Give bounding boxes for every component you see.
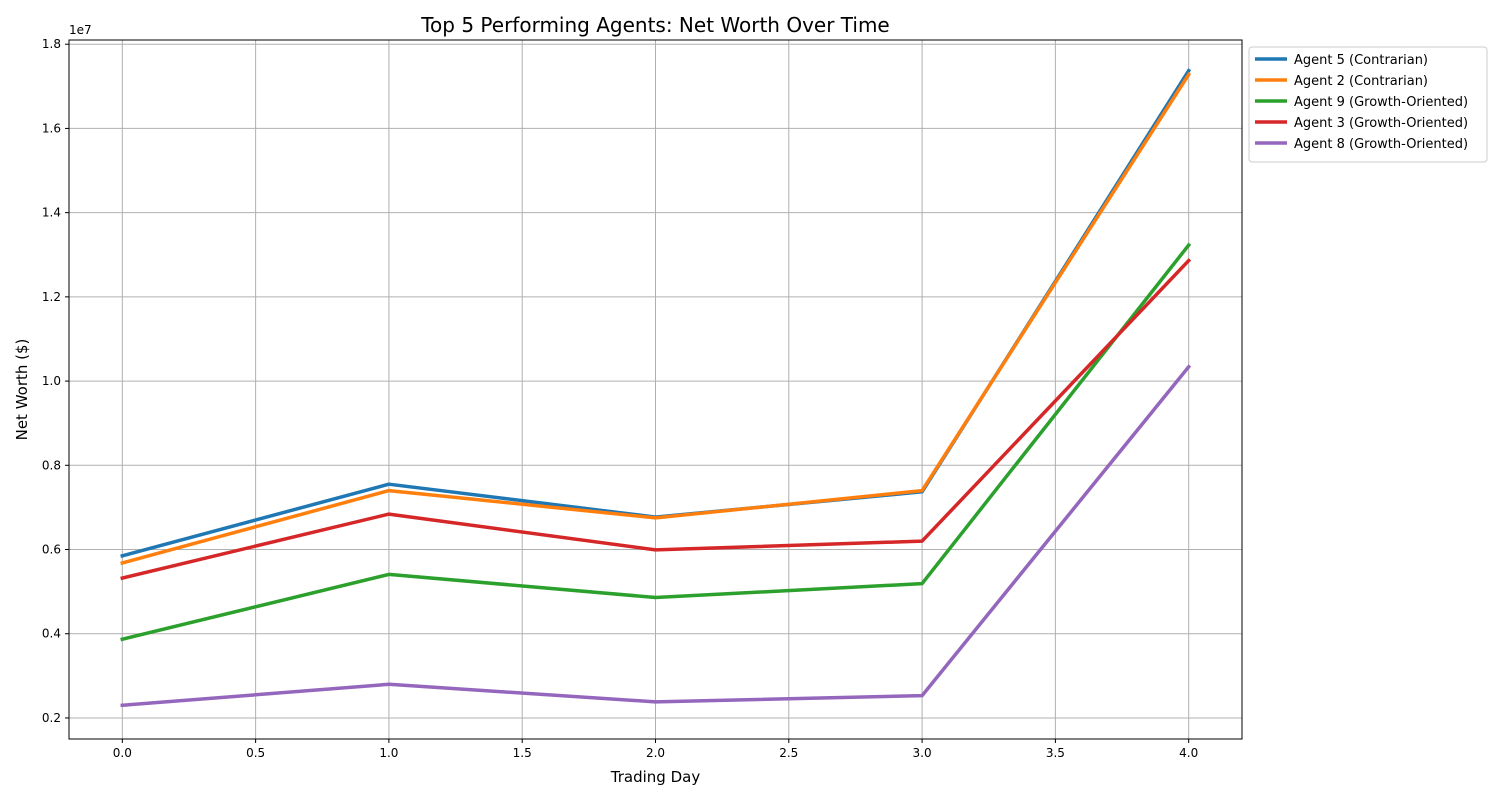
- y-axis-label: Net Worth ($): [13, 339, 31, 441]
- series-line: [120, 258, 1192, 581]
- series-line: [120, 72, 1192, 566]
- y-tick-label: 1.2: [42, 290, 61, 304]
- legend-label: Agent 8 (Growth-Oriented): [1294, 137, 1468, 152]
- legend-label: Agent 3 (Growth-Oriented): [1294, 116, 1468, 131]
- legend-label: Agent 5 (Contrarian): [1294, 53, 1428, 68]
- y-tick-label: 1.6: [42, 121, 61, 135]
- series-line: [120, 242, 1192, 642]
- legend-label: Agent 9 (Growth-Oriented): [1294, 95, 1468, 110]
- legend: Agent 5 (Contrarian) Agent 2 (Contrarian)…: [1248, 46, 1488, 163]
- y-tick-label: 0.2: [42, 711, 61, 725]
- y-tick-label: 1.0: [42, 374, 61, 388]
- x-tick-label: 4.0: [1179, 746, 1198, 760]
- x-tick-label: 0.5: [246, 746, 265, 760]
- x-tick-label: 1.0: [379, 746, 398, 760]
- y-axis-ticks: 0.2 0.4 0.6 0.8 1.0 1.2 1.4 1.6 1.8: [42, 37, 69, 725]
- y-tick-label: 0.8: [42, 458, 61, 472]
- x-tick-label: 2.0: [646, 746, 665, 760]
- series-lines: [120, 68, 1192, 708]
- x-tick-label: 3.5: [1046, 746, 1065, 760]
- legend-box: [1248, 46, 1488, 163]
- x-tick-label: 3.0: [913, 746, 932, 760]
- x-tick-label: 2.5: [779, 746, 798, 760]
- y-tick-label: 1.8: [42, 37, 61, 51]
- y-axis-offset-label: 1e7: [69, 23, 92, 37]
- x-axis-label: Trading Day: [610, 768, 701, 786]
- chart-title: Top 5 Performing Agents: Net Worth Over …: [420, 13, 890, 37]
- x-tick-label: 1.5: [513, 746, 532, 760]
- y-tick-label: 1.4: [42, 206, 61, 220]
- x-axis-ticks: 0.0 0.5 1.0 1.5 2.0 2.5 3.0 3.5 4.0: [113, 739, 1198, 760]
- series-line: [120, 364, 1192, 708]
- grid: [69, 40, 1242, 739]
- x-tick-label: 0.0: [113, 746, 132, 760]
- legend-label: Agent 2 (Contrarian): [1294, 74, 1428, 89]
- y-tick-label: 0.4: [42, 627, 61, 641]
- y-tick-label: 0.6: [42, 543, 61, 557]
